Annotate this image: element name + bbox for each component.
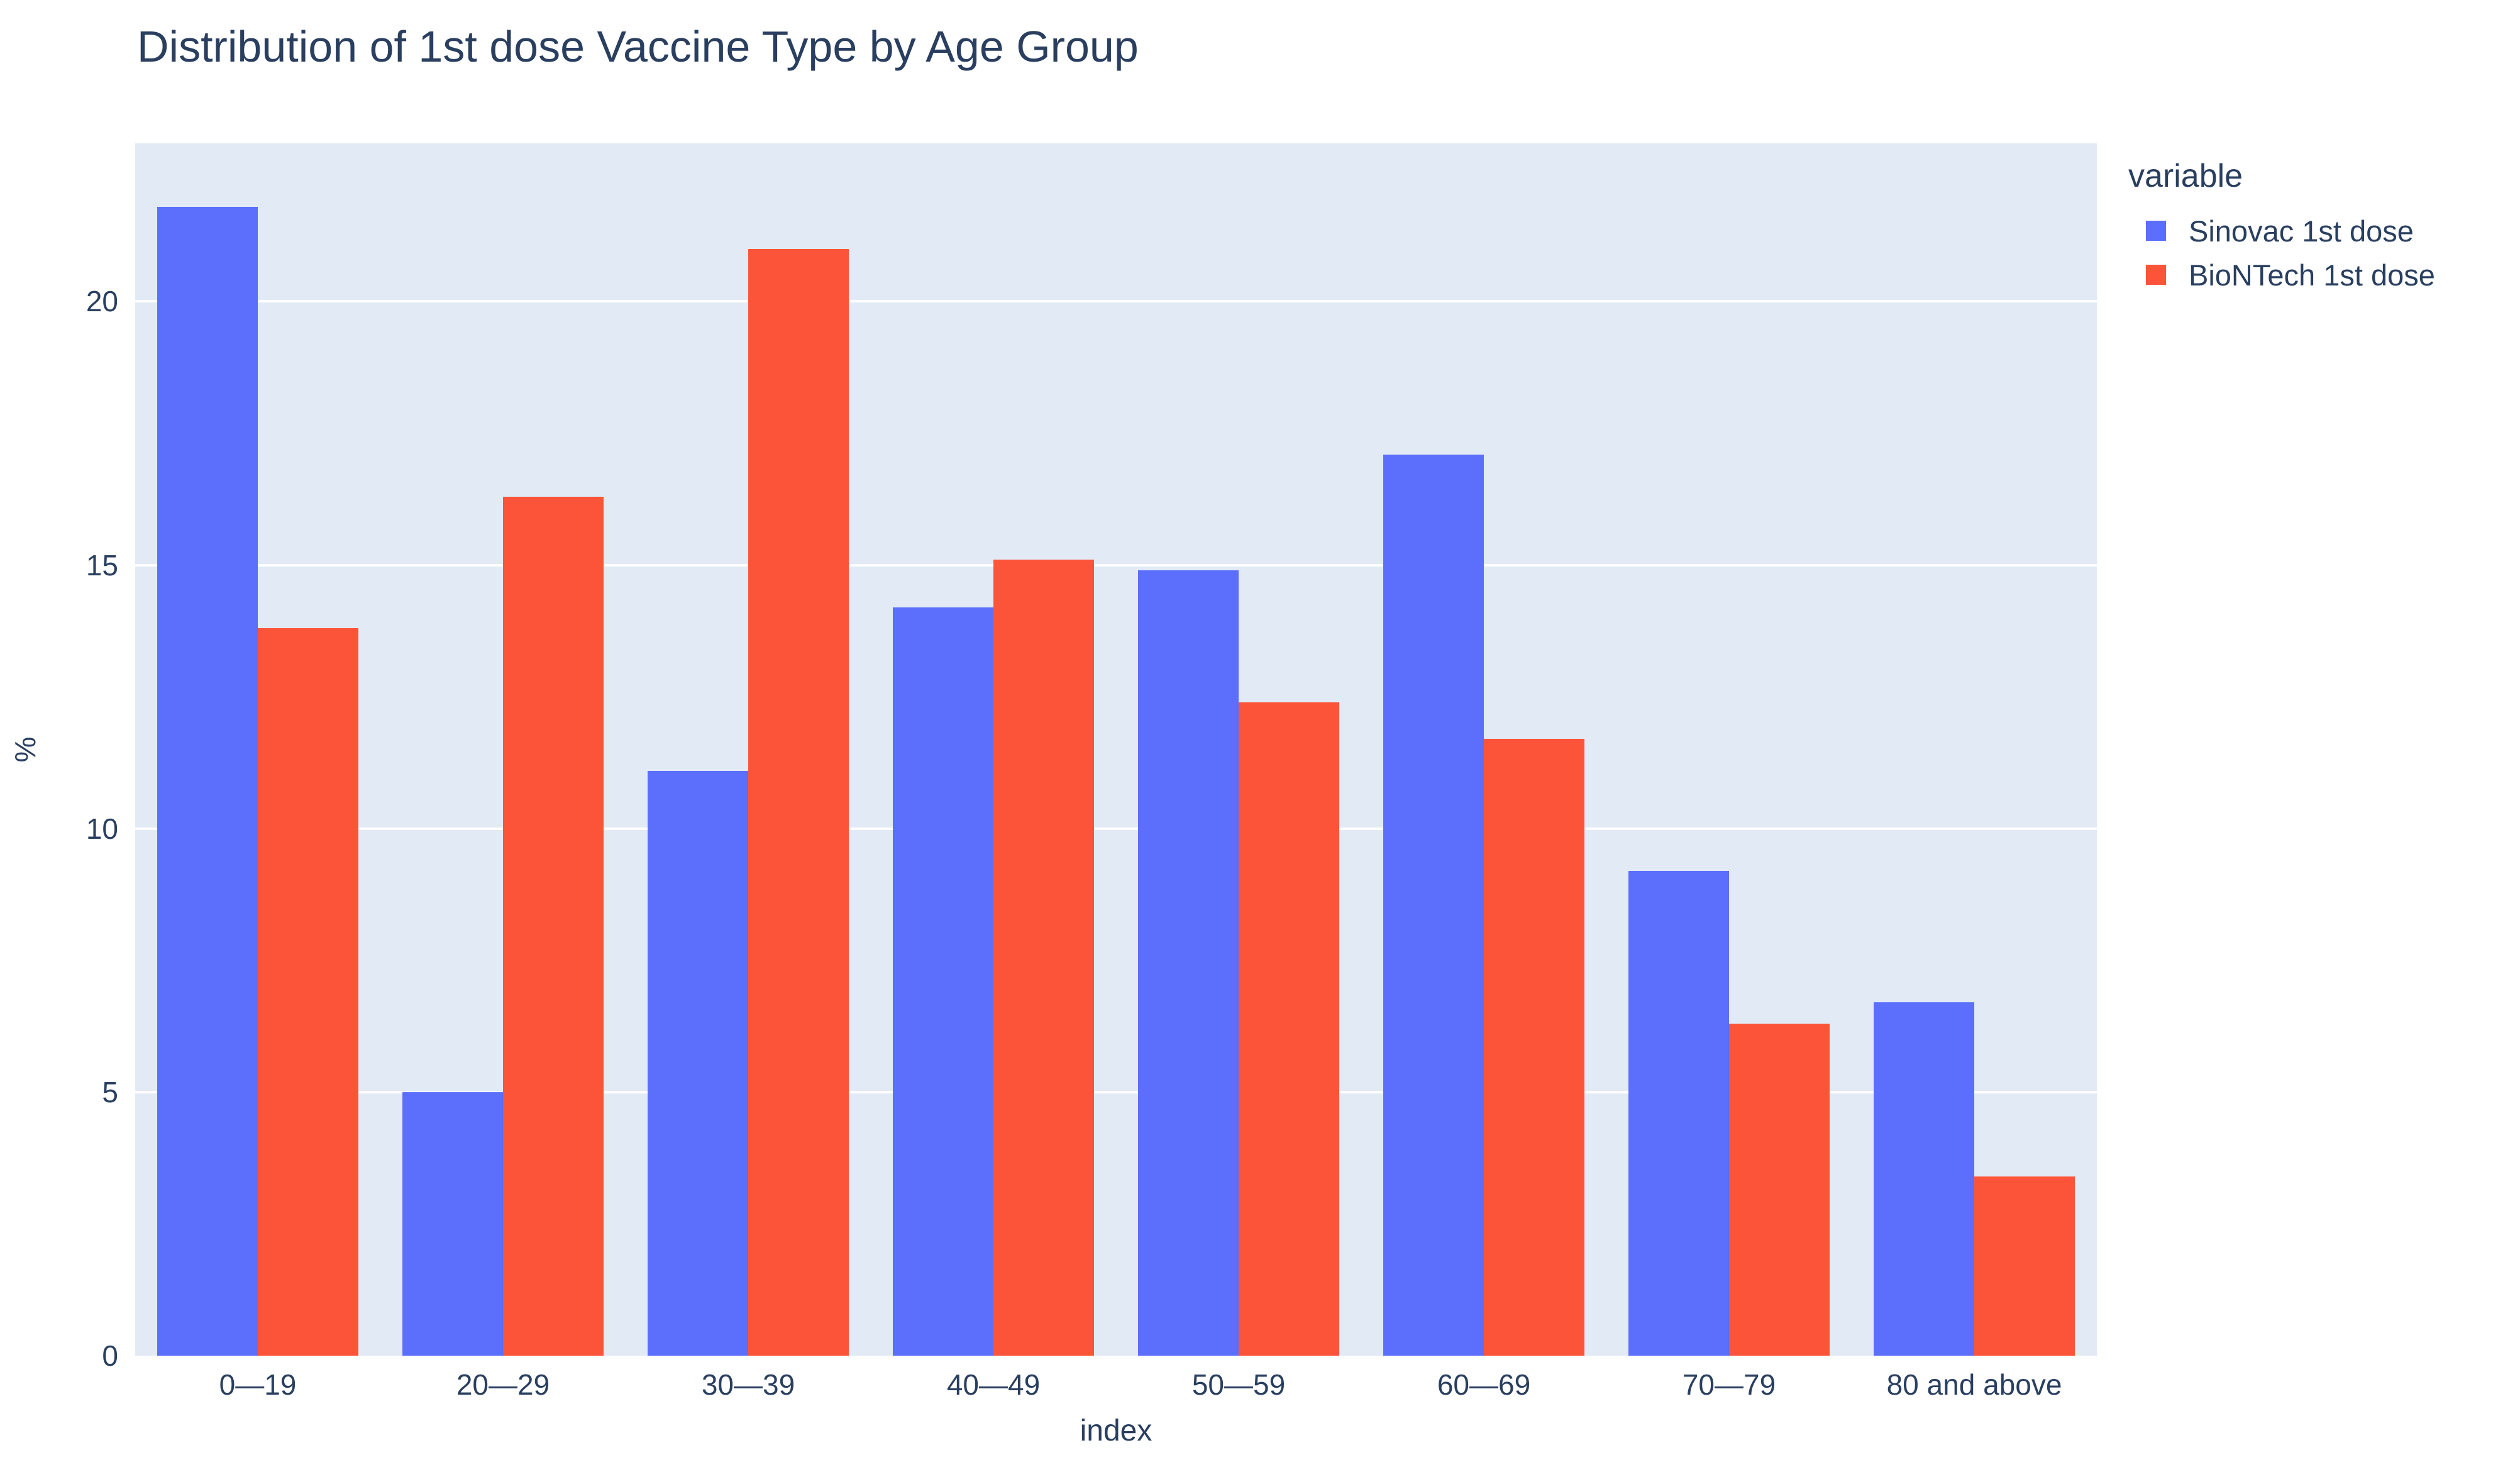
x-tick-label-30-39: 30—39 xyxy=(701,1368,795,1401)
bar-biontech-1st-dose-30-39[interactable] xyxy=(748,248,849,1356)
bar-biontech-1st-dose-60-69[interactable] xyxy=(1484,739,1584,1356)
legend-item-sinovac-1st-dose[interactable]: Sinovac 1st dose xyxy=(2146,209,2435,253)
x-tick-label-20-29: 20—29 xyxy=(456,1368,550,1401)
legend-items: Sinovac 1st dose BioNTech 1st dose xyxy=(2128,209,2435,297)
bar-biontech-1st-dose-70-79[interactable] xyxy=(1729,1023,1830,1356)
bar-pair-50-59 xyxy=(1138,143,1339,1356)
bar-pair-70-79 xyxy=(1628,143,1830,1356)
bar-pair-80-and-above xyxy=(1874,143,2075,1356)
bar-group-70-79 xyxy=(1606,143,1852,1356)
x-tick-label-60-69: 60—69 xyxy=(1437,1368,1531,1401)
bar-biontech-1st-dose-50-59[interactable] xyxy=(1239,702,1339,1356)
bar-biontech-1st-dose-0-19[interactable] xyxy=(258,628,358,1356)
plot-area xyxy=(135,143,2097,1356)
bar-pair-60-69 xyxy=(1383,143,1584,1356)
bar-group-20-29 xyxy=(380,143,626,1356)
legend-swatch-sinovac-1st-dose xyxy=(2146,221,2166,241)
x-tick-label-0-19: 0—19 xyxy=(219,1368,297,1401)
bar-sinovac-1st-dose-20-29[interactable] xyxy=(402,1092,503,1356)
bar-group-80-and-above xyxy=(1852,143,2097,1356)
chart-title: Distribution of 1st dose Vaccine Type by… xyxy=(137,22,1139,71)
bar-pair-20-29 xyxy=(402,143,604,1356)
x-tick-label-40-49: 40—49 xyxy=(946,1368,1041,1401)
bar-group-0-19 xyxy=(135,143,380,1356)
legend-label-sinovac-1st-dose: Sinovac 1st dose xyxy=(2189,214,2414,248)
bar-sinovac-1st-dose-70-79[interactable] xyxy=(1628,870,1729,1356)
bar-biontech-1st-dose-40-49[interactable] xyxy=(993,560,1094,1356)
bar-group-30-39 xyxy=(626,143,871,1356)
legend-item-biontech-1st-dose[interactable]: BioNTech 1st dose xyxy=(2146,253,2435,297)
bar-groups xyxy=(135,143,2097,1356)
legend-label-biontech-1st-dose: BioNTech 1st dose xyxy=(2189,258,2435,292)
y-axis-title: % xyxy=(9,736,41,763)
legend-swatch-biontech-1st-dose xyxy=(2146,265,2166,285)
bar-sinovac-1st-dose-40-49[interactable] xyxy=(893,607,993,1356)
y-tick-label-10: 10 xyxy=(86,812,118,845)
bar-pair-0-19 xyxy=(157,143,358,1356)
x-tick-label-70-79: 70—79 xyxy=(1682,1368,1776,1401)
y-tick-label-0: 0 xyxy=(102,1339,118,1372)
gridline-10 xyxy=(135,827,2097,830)
bar-sinovac-1st-dose-0-19[interactable] xyxy=(157,206,258,1356)
y-tick-label-5: 5 xyxy=(102,1075,118,1109)
y-tick-label-20: 20 xyxy=(86,285,118,318)
bar-sinovac-1st-dose-30-39[interactable] xyxy=(648,770,748,1356)
bar-pair-40-49 xyxy=(893,143,1094,1356)
bar-biontech-1st-dose-80-and-above[interactable] xyxy=(1974,1176,2075,1356)
bar-group-50-59 xyxy=(1116,143,1361,1356)
bar-sinovac-1st-dose-80-and-above[interactable] xyxy=(1874,1002,1974,1356)
legend: variable Sinovac 1st dose BioNTech 1st do… xyxy=(2128,157,2435,297)
y-tick-label-15: 15 xyxy=(86,548,118,582)
legend-title: variable xyxy=(2128,158,2243,194)
bar-group-60-69 xyxy=(1361,143,1606,1356)
bar-group-40-49 xyxy=(871,143,1116,1356)
bar-sinovac-1st-dose-60-69[interactable] xyxy=(1383,454,1484,1356)
x-tick-label-80-and-above: 80 and above xyxy=(1886,1368,2062,1401)
bar-pair-30-39 xyxy=(648,143,849,1356)
bar-sinovac-1st-dose-50-59[interactable] xyxy=(1138,570,1239,1356)
x-tick-label-50-59: 50—59 xyxy=(1191,1368,1286,1401)
gridline-5 xyxy=(135,1090,2097,1093)
x-axis-title: index xyxy=(1080,1414,1152,1447)
bar-biontech-1st-dose-20-29[interactable] xyxy=(503,496,604,1356)
gridline-15 xyxy=(135,563,2097,567)
gridline-20 xyxy=(135,300,2097,303)
